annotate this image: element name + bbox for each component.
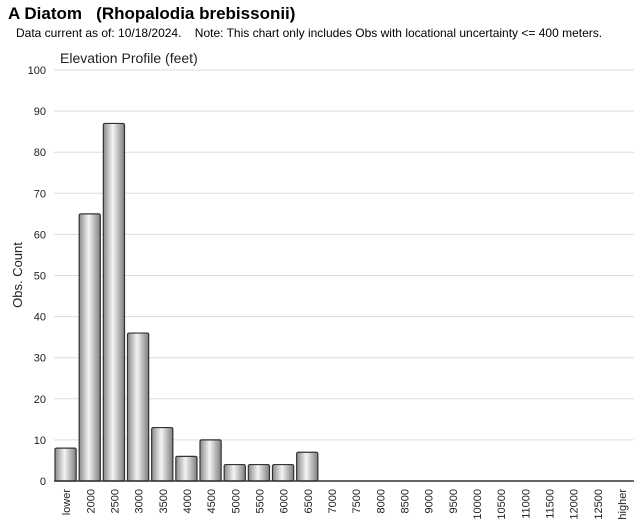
x-tick-label: 2500 [109, 489, 121, 513]
x-tick-label: 3000 [134, 489, 146, 513]
x-tick-label: 4500 [206, 489, 218, 513]
bar-6000[interactable] [271, 463, 295, 482]
x-tick-label: 4000 [182, 489, 194, 513]
bar-4000[interactable] [175, 455, 198, 482]
x-tick-label: 2000 [85, 489, 97, 513]
x-tick-label: 12500 [593, 489, 605, 520]
data-note: Data current as of: 10/18/2024. Note: Th… [16, 26, 603, 40]
grid-lines [54, 69, 634, 482]
x-tick-label: 11500 [544, 489, 556, 519]
x-tick-label: 7500 [351, 489, 363, 513]
x-tick-label: 10000 [472, 489, 484, 520]
x-tick-label: 3500 [158, 489, 170, 513]
bar-3500[interactable] [151, 426, 174, 482]
y-tick-label: 10 [34, 435, 46, 447]
bar-2000[interactable] [78, 213, 101, 482]
x-tick-label: lower [61, 489, 73, 516]
bar-2500[interactable] [102, 122, 126, 482]
x-tick-label: 9000 [424, 489, 436, 513]
x-tick-label: 5000 [230, 489, 242, 513]
y-tick-label: 60 [34, 229, 46, 241]
x-tick-label: 9500 [448, 489, 460, 513]
y-tick-label: 90 [34, 106, 46, 118]
page-title: A Diatom (Rhopalodia brebissonii) [8, 4, 296, 23]
y-tick-label: 70 [34, 188, 46, 200]
y-tick-label: 50 [34, 271, 46, 283]
bar-5500[interactable] [247, 463, 271, 482]
x-tick-label: higher [617, 489, 629, 520]
x-tick-label: 12000 [569, 489, 581, 520]
y-tick-label: 80 [34, 147, 46, 159]
y-tick-label: 100 [28, 65, 46, 77]
x-tick-label: 6500 [303, 489, 315, 513]
y-tick-label: 0 [40, 476, 46, 488]
y-tick-label: 30 [34, 353, 46, 365]
y-tick-label: 40 [34, 312, 46, 324]
chart-title: Elevation Profile (feet) [60, 50, 198, 66]
axes: 0 10 20 30 40 50 60 70 80 90 100 lower 2000 2500 3000 3… [28, 65, 634, 520]
bar-4500[interactable] [199, 439, 222, 482]
x-tick-label: 6000 [279, 489, 291, 513]
bar-6500[interactable] [296, 451, 319, 482]
bar-5000[interactable] [223, 463, 246, 482]
x-tick-label: 5500 [254, 489, 266, 513]
x-tick-label: 11000 [520, 489, 532, 519]
y-tick-label: 20 [34, 394, 46, 406]
bars [54, 122, 319, 482]
x-tick-label: 7000 [327, 489, 339, 513]
bar-3000[interactable] [126, 332, 150, 482]
bar-lower[interactable] [54, 447, 77, 482]
y-axis-label: Obs. Count [10, 242, 25, 308]
x-tick-label: 8000 [375, 489, 387, 513]
x-tick-label: 8500 [399, 489, 411, 513]
x-tick-label: 10500 [496, 489, 508, 520]
